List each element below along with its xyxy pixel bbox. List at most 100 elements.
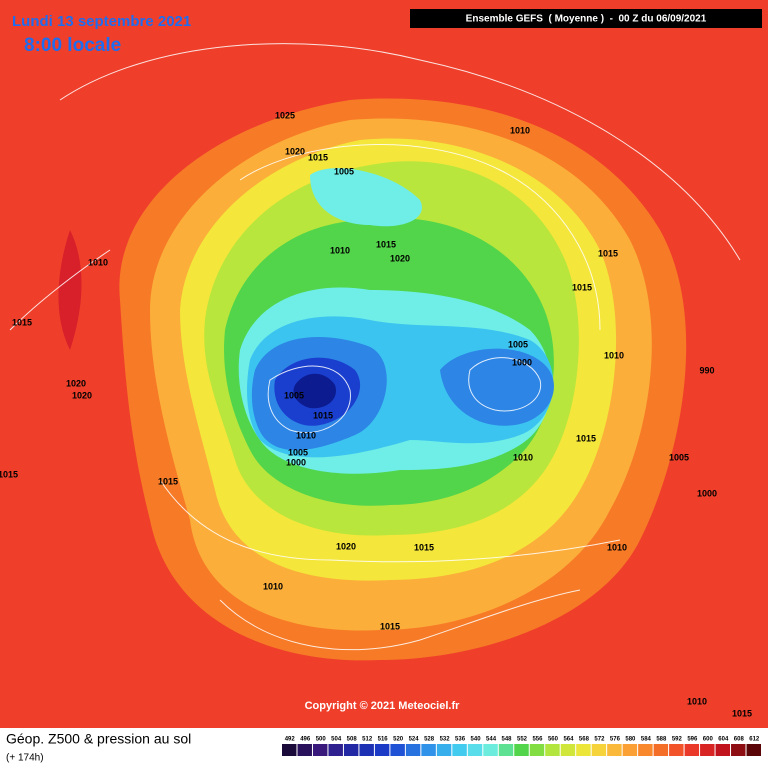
legend-swatch	[498, 744, 514, 756]
legend-label: 492	[285, 737, 296, 743]
pressure-label: 1015	[380, 621, 400, 631]
legend-swatch	[467, 744, 483, 756]
legend-swatch	[669, 744, 684, 756]
pressure-label: 1020	[66, 378, 86, 388]
legend-label: 556	[532, 737, 543, 743]
legend-swatch	[545, 744, 560, 756]
pressure-label: 1000	[512, 357, 532, 367]
legend-label: 576	[610, 737, 621, 743]
legend-swatch	[374, 744, 390, 756]
legend-swatch	[715, 744, 731, 756]
pressure-label: 1015	[313, 410, 333, 420]
pressure-label: 1005	[508, 339, 528, 349]
pressure-label: 1000	[286, 457, 306, 467]
pressure-label: 1010	[687, 696, 707, 706]
legend-label: 532	[440, 737, 451, 743]
pressure-label: 1010	[263, 581, 283, 591]
legend-label: 508	[347, 737, 358, 743]
legend-label: 552	[517, 737, 528, 743]
legend-label: 572	[594, 737, 605, 743]
pressure-label: 1010	[88, 257, 108, 267]
legend-swatch	[529, 744, 545, 756]
legend-swatch	[405, 744, 421, 756]
time: 8:00 locale	[24, 35, 121, 56]
pressure-label: 1015	[376, 239, 396, 249]
pressure-label: 1015	[308, 152, 328, 162]
pressure-label: 1010	[513, 452, 533, 462]
legend-swatch	[343, 744, 359, 756]
legend-label: 520	[393, 737, 404, 743]
pressure-label: 1005	[669, 452, 689, 462]
legend-label: 496	[300, 737, 311, 743]
legend-label: 528	[424, 737, 435, 743]
pressure-label: 1020	[72, 390, 92, 400]
pressure-label: 990	[699, 365, 714, 375]
height-field	[58, 98, 687, 661]
pressure-label: 1010	[607, 542, 627, 552]
legend-label: 504	[331, 737, 342, 743]
legend-label: 608	[734, 737, 745, 743]
footer-subtitle: (+ 174h)	[6, 753, 44, 764]
legend-swatch	[436, 744, 452, 756]
legend-swatch	[684, 744, 700, 756]
legend-swatch	[452, 744, 467, 756]
legend-swatch	[421, 744, 436, 756]
legend-swatch	[560, 744, 576, 756]
legend-label: 604	[718, 737, 729, 743]
legend-label: 548	[502, 737, 513, 743]
legend-label: 592	[672, 737, 683, 743]
pressure-label: 1020	[336, 541, 356, 551]
legend-swatch	[746, 744, 761, 756]
legend-label: 612	[749, 737, 760, 743]
copyright: Copyright © 2021 Meteociel.fr	[305, 700, 461, 712]
pressure-label: 1010	[604, 350, 624, 360]
pressure-label: 1015	[572, 282, 592, 292]
legend-swatch	[731, 744, 746, 756]
legend-label: 512	[362, 737, 373, 743]
legend-swatch	[328, 744, 343, 756]
legend-label: 564	[563, 737, 574, 743]
legend-swatch	[359, 744, 374, 756]
legend-swatch	[390, 744, 405, 756]
pressure-label: 1020	[390, 253, 410, 263]
legend-swatch	[638, 744, 653, 756]
pressure-label: 1015	[158, 476, 178, 486]
pressure-label: 1015	[0, 469, 18, 479]
legend-swatch	[700, 744, 715, 756]
pressure-label: 1015	[576, 433, 596, 443]
pressure-label: 1005	[284, 390, 304, 400]
date: Lundi 13 septembre 2021	[12, 13, 191, 30]
model-box	[410, 9, 762, 28]
legend-swatch	[653, 744, 669, 756]
legend-swatch	[591, 744, 607, 756]
legend-label: 516	[378, 737, 389, 743]
legend-swatch	[483, 744, 498, 756]
model-info: Ensemble GEFS ( Moyenne ) - 00 Z du 06/0…	[466, 14, 707, 25]
legend-label: 596	[687, 737, 698, 743]
pressure-label: 1025	[275, 110, 295, 120]
pressure-label: 1020	[285, 146, 305, 156]
pressure-label: 1005	[288, 447, 308, 457]
legend-swatch	[282, 744, 297, 756]
legend-label: 600	[703, 737, 714, 743]
pressure-label: 1015	[598, 248, 618, 258]
pressure-label: 1010	[330, 245, 350, 255]
legend-swatch	[312, 744, 328, 756]
legend-label: 560	[548, 737, 559, 743]
footer-title: Géop. Z500 & pression au sol	[6, 731, 191, 747]
pressure-label: 1015	[12, 317, 32, 327]
legend-label: 568	[579, 737, 590, 743]
pressure-label: 1015	[732, 708, 752, 718]
pressure-label: 1010	[296, 430, 316, 440]
legend-swatch	[297, 744, 312, 756]
legend-label: 580	[625, 737, 636, 743]
pressure-label: 1010	[510, 125, 530, 135]
isobars	[9, 43, 741, 651]
pressure-label: 1015	[414, 542, 434, 552]
pressure-label: 1005	[334, 166, 354, 176]
legend-label: 536	[455, 737, 466, 743]
legend-swatch	[622, 744, 638, 756]
legend-swatch	[514, 744, 529, 756]
